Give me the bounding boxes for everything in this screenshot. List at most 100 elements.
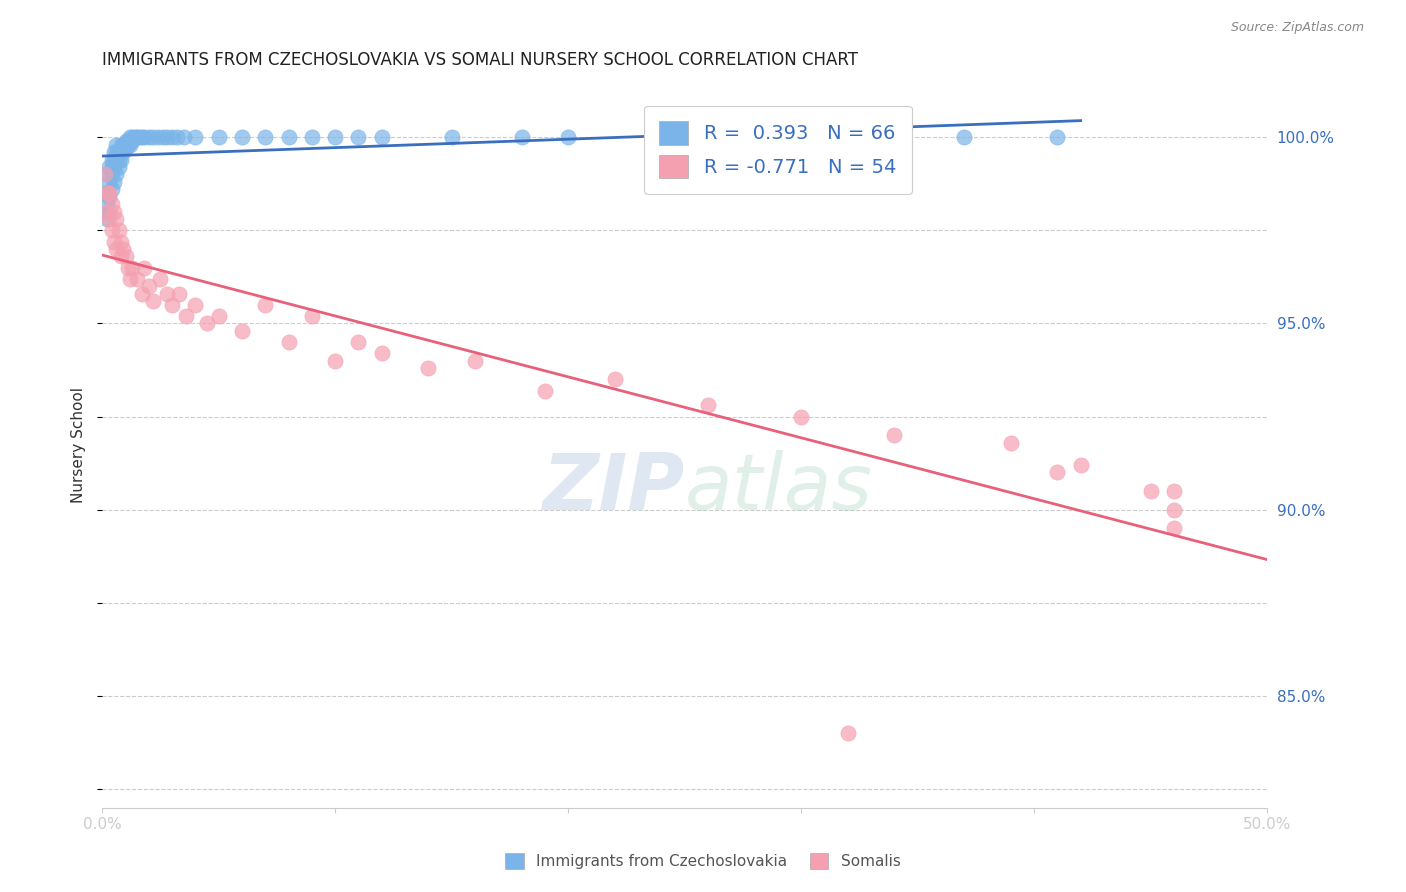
Text: IMMIGRANTS FROM CZECHOSLOVAKIA VS SOMALI NURSERY SCHOOL CORRELATION CHART: IMMIGRANTS FROM CZECHOSLOVAKIA VS SOMALI… bbox=[103, 51, 858, 69]
Point bbox=[98, 190, 121, 204]
Point bbox=[120, 272, 142, 286]
Point bbox=[96, 197, 118, 211]
Point bbox=[114, 134, 136, 148]
Point bbox=[117, 260, 139, 275]
Point bbox=[208, 130, 231, 145]
Point bbox=[112, 145, 135, 160]
Point bbox=[1163, 502, 1185, 516]
Point bbox=[105, 145, 128, 160]
Point bbox=[117, 134, 139, 148]
Text: Source: ZipAtlas.com: Source: ZipAtlas.com bbox=[1230, 21, 1364, 34]
Point bbox=[100, 182, 122, 196]
Point bbox=[117, 137, 139, 152]
Point bbox=[557, 130, 579, 145]
Point bbox=[174, 309, 197, 323]
Point bbox=[146, 130, 169, 145]
Point bbox=[98, 212, 121, 227]
Point bbox=[105, 212, 128, 227]
Point bbox=[98, 175, 121, 189]
Point bbox=[440, 130, 463, 145]
Point bbox=[883, 428, 905, 442]
Point bbox=[1000, 435, 1022, 450]
Point bbox=[103, 160, 125, 174]
Point bbox=[110, 153, 132, 167]
Point bbox=[301, 130, 323, 145]
Point bbox=[96, 212, 118, 227]
Point bbox=[142, 294, 165, 309]
Legend: R =  0.393   N = 66, R = -0.771   N = 54: R = 0.393 N = 66, R = -0.771 N = 54 bbox=[644, 105, 912, 194]
Point bbox=[98, 186, 121, 200]
Point bbox=[301, 309, 323, 323]
Text: atlas: atlas bbox=[685, 450, 873, 526]
Point bbox=[96, 186, 118, 200]
Point bbox=[173, 130, 195, 145]
Text: ZIP: ZIP bbox=[543, 450, 685, 526]
Point bbox=[100, 160, 122, 174]
Point bbox=[166, 130, 188, 145]
Point bbox=[107, 160, 129, 174]
Point bbox=[254, 130, 277, 145]
Point bbox=[1046, 466, 1069, 480]
Point bbox=[134, 130, 156, 145]
Point bbox=[371, 346, 394, 360]
Point bbox=[195, 317, 218, 331]
Point bbox=[124, 130, 146, 145]
Legend: Immigrants from Czechoslovakia, Somalis: Immigrants from Czechoslovakia, Somalis bbox=[499, 847, 907, 875]
Point bbox=[142, 130, 165, 145]
Point bbox=[100, 223, 122, 237]
Point bbox=[418, 361, 440, 376]
Point bbox=[152, 130, 174, 145]
Point bbox=[98, 204, 121, 219]
Point bbox=[128, 130, 150, 145]
Point bbox=[1163, 484, 1185, 499]
Point bbox=[347, 130, 370, 145]
Point bbox=[103, 204, 125, 219]
Point bbox=[277, 130, 299, 145]
Point bbox=[98, 160, 121, 174]
Point bbox=[105, 168, 128, 182]
Point bbox=[744, 130, 766, 145]
Point bbox=[131, 286, 153, 301]
Point bbox=[127, 130, 149, 145]
Point bbox=[953, 130, 976, 145]
Point bbox=[105, 242, 128, 256]
Point bbox=[120, 130, 142, 145]
Point bbox=[790, 409, 813, 424]
Point bbox=[534, 384, 557, 398]
Point bbox=[156, 286, 179, 301]
Point bbox=[93, 186, 115, 200]
Point bbox=[347, 334, 370, 349]
Point bbox=[103, 153, 125, 167]
Point bbox=[105, 153, 128, 167]
Point bbox=[114, 249, 136, 263]
Point bbox=[110, 235, 132, 249]
Point bbox=[167, 286, 190, 301]
Point bbox=[100, 153, 122, 167]
Point bbox=[160, 130, 183, 145]
Y-axis label: Nursery School: Nursery School bbox=[72, 386, 86, 502]
Point bbox=[105, 137, 128, 152]
Point bbox=[323, 353, 346, 368]
Point bbox=[112, 137, 135, 152]
Point bbox=[120, 137, 142, 152]
Point bbox=[603, 372, 626, 386]
Point bbox=[103, 235, 125, 249]
Point bbox=[107, 145, 129, 160]
Point bbox=[107, 223, 129, 237]
Point bbox=[127, 272, 149, 286]
Point bbox=[131, 130, 153, 145]
Point bbox=[1139, 484, 1161, 499]
Point bbox=[231, 130, 253, 145]
Point bbox=[837, 726, 859, 740]
Point bbox=[184, 298, 207, 312]
Point bbox=[110, 145, 132, 160]
Point bbox=[134, 260, 156, 275]
Point bbox=[100, 197, 122, 211]
Point bbox=[96, 204, 118, 219]
Point bbox=[208, 309, 231, 323]
Point bbox=[138, 279, 160, 293]
Point bbox=[121, 130, 143, 145]
Point bbox=[138, 130, 160, 145]
Point bbox=[121, 134, 143, 148]
Point bbox=[1070, 458, 1092, 472]
